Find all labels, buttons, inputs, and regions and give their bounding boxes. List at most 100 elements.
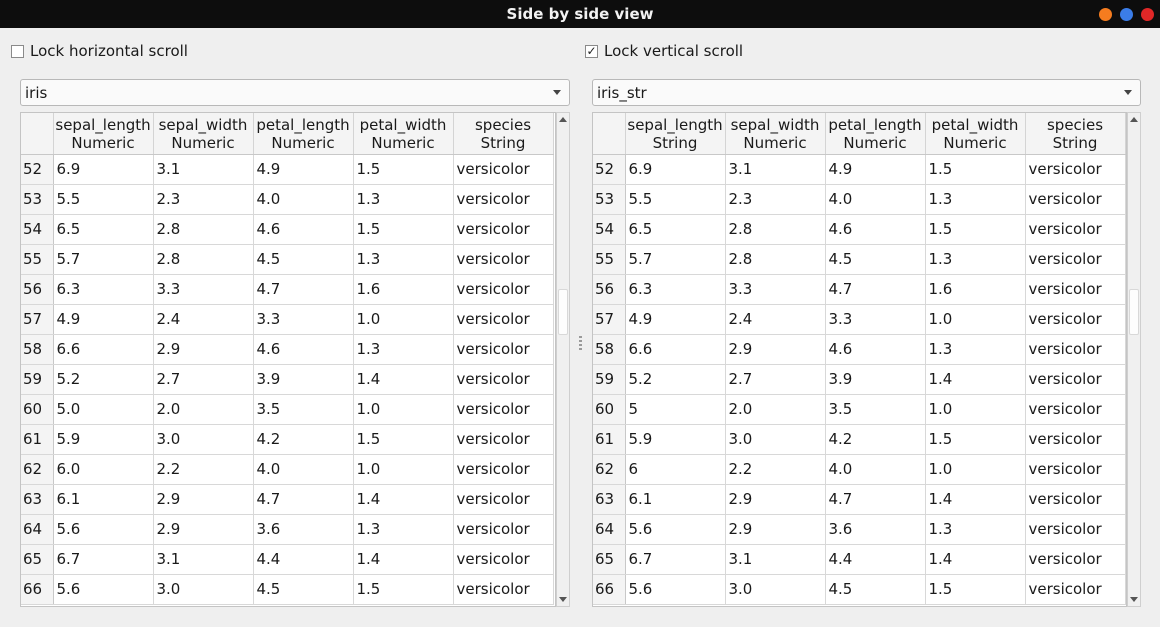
table-row[interactable]: 66 5.6 3.0 4.5 1.5 versicolor: [593, 574, 1126, 605]
table-cell[interactable]: 3.0: [725, 574, 826, 605]
table-cell[interactable]: 1.4: [353, 544, 454, 575]
table-cell[interactable]: 1.0: [353, 304, 454, 335]
table-cell[interactable]: 6.0: [53, 454, 154, 485]
scroll-thumb[interactable]: [1129, 289, 1139, 335]
maximize-button[interactable]: [1120, 8, 1133, 21]
table-cell[interactable]: 2.8: [153, 244, 254, 275]
row-header[interactable]: 59: [21, 364, 54, 395]
row-header[interactable]: 65: [593, 544, 626, 575]
left-vertical-scrollbar[interactable]: [556, 112, 570, 607]
table-cell[interactable]: 1.3: [925, 184, 1026, 215]
splitter-handle[interactable]: [579, 336, 582, 352]
table-cell[interactable]: 4.9: [53, 304, 154, 335]
row-header[interactable]: 62: [593, 454, 626, 485]
table-cell[interactable]: versicolor: [453, 154, 554, 185]
column-header-sepal_length[interactable]: sepal_length Numeric: [53, 113, 154, 155]
table-cell[interactable]: 5.7: [53, 244, 154, 275]
table-cell[interactable]: 1.3: [925, 514, 1026, 545]
table-cell[interactable]: 1.5: [353, 424, 454, 455]
table-cell[interactable]: 4.9: [625, 304, 726, 335]
table-cell[interactable]: versicolor: [1025, 214, 1126, 245]
table-cell[interactable]: versicolor: [453, 334, 554, 365]
table-cell[interactable]: 2.2: [153, 454, 254, 485]
table-cell[interactable]: 1.3: [353, 244, 454, 275]
table-cell[interactable]: 1.0: [353, 394, 454, 425]
table-row[interactable]: 59 5.2 2.7 3.9 1.4 versicolor: [21, 364, 554, 395]
table-cell[interactable]: 4.0: [253, 454, 354, 485]
table-row[interactable]: 62 6 2.2 4.0 1.0 versicolor: [593, 454, 1126, 485]
row-header[interactable]: 54: [593, 214, 626, 245]
table-cell[interactable]: 6.7: [53, 544, 154, 575]
row-header[interactable]: 65: [21, 544, 54, 575]
table-row[interactable]: 53 5.5 2.3 4.0 1.3 versicolor: [593, 184, 1126, 215]
table-cell[interactable]: 4.6: [253, 334, 354, 365]
table-cell[interactable]: 2.9: [153, 334, 254, 365]
table-cell[interactable]: 1.5: [353, 154, 454, 185]
table-row[interactable]: 57 4.9 2.4 3.3 1.0 versicolor: [21, 304, 554, 335]
left-dataset-select[interactable]: iris: [20, 79, 570, 106]
table-row[interactable]: 56 6.3 3.3 4.7 1.6 versicolor: [21, 274, 554, 305]
table-cell[interactable]: 1.5: [353, 214, 454, 245]
row-header[interactable]: 59: [593, 364, 626, 395]
row-header[interactable]: 66: [21, 574, 54, 605]
table-cell[interactable]: 2.2: [725, 454, 826, 485]
table-cell[interactable]: 3.9: [825, 364, 926, 395]
table-cell[interactable]: 4.5: [253, 574, 354, 605]
table-cell[interactable]: versicolor: [1025, 394, 1126, 425]
row-header[interactable]: 57: [593, 304, 626, 335]
table-row[interactable]: 62 6.0 2.2 4.0 1.0 versicolor: [21, 454, 554, 485]
table-cell[interactable]: versicolor: [453, 184, 554, 215]
table-cell[interactable]: versicolor: [1025, 364, 1126, 395]
table-row[interactable]: 66 5.6 3.0 4.5 1.5 versicolor: [21, 574, 554, 605]
table-cell[interactable]: versicolor: [453, 394, 554, 425]
table-cell[interactable]: 5.9: [53, 424, 154, 455]
row-header[interactable]: 64: [593, 514, 626, 545]
table-cell[interactable]: 3.0: [725, 424, 826, 455]
scroll-thumb[interactable]: [558, 289, 568, 335]
table-cell[interactable]: 3.6: [825, 514, 926, 545]
table-cell[interactable]: 4.0: [253, 184, 354, 215]
table-cell[interactable]: 2.9: [153, 514, 254, 545]
table-cell[interactable]: 6.5: [53, 214, 154, 245]
row-header[interactable]: 55: [593, 244, 626, 275]
table-cell[interactable]: 4.2: [825, 424, 926, 455]
table-cell[interactable]: 3.5: [825, 394, 926, 425]
table-cell[interactable]: versicolor: [453, 214, 554, 245]
table-cell[interactable]: 4.6: [825, 214, 926, 245]
table-cell[interactable]: 1.5: [925, 574, 1026, 605]
table-cell[interactable]: 3.9: [253, 364, 354, 395]
row-header[interactable]: 52: [593, 154, 626, 185]
left-table[interactable]: sepal_length Numeric sepal_width Numeric pet…: [20, 112, 556, 607]
table-cell[interactable]: 2.4: [153, 304, 254, 335]
table-cell[interactable]: versicolor: [1025, 274, 1126, 305]
right-table[interactable]: sepal_length String sepal_width Numeric peta…: [592, 112, 1127, 607]
table-cell[interactable]: 2.0: [153, 394, 254, 425]
table-cell[interactable]: 2.9: [725, 514, 826, 545]
table-cell[interactable]: 1.3: [353, 184, 454, 215]
table-cell[interactable]: versicolor: [453, 304, 554, 335]
table-cell[interactable]: 5.0: [53, 394, 154, 425]
table-cell[interactable]: versicolor: [453, 274, 554, 305]
table-cell[interactable]: 3.1: [725, 544, 826, 575]
row-header[interactable]: 64: [21, 514, 54, 545]
row-header[interactable]: 61: [593, 424, 626, 455]
table-row[interactable]: 65 6.7 3.1 4.4 1.4 versicolor: [593, 544, 1126, 575]
column-header-sepal_width[interactable]: sepal_width Numeric: [725, 113, 826, 155]
table-row[interactable]: 63 6.1 2.9 4.7 1.4 versicolor: [593, 484, 1126, 515]
table-cell[interactable]: 1.4: [925, 484, 1026, 515]
row-header[interactable]: 60: [21, 394, 54, 425]
table-cell[interactable]: 5.6: [625, 514, 726, 545]
table-cell[interactable]: 3.3: [153, 274, 254, 305]
table-row[interactable]: 52 6.9 3.1 4.9 1.5 versicolor: [593, 154, 1126, 185]
table-cell[interactable]: 5.9: [625, 424, 726, 455]
table-cell[interactable]: versicolor: [1025, 574, 1126, 605]
table-cell[interactable]: 6.7: [625, 544, 726, 575]
table-cell[interactable]: 4.0: [825, 184, 926, 215]
table-row[interactable]: 53 5.5 2.3 4.0 1.3 versicolor: [21, 184, 554, 215]
table-cell[interactable]: 6.1: [53, 484, 154, 515]
table-cell[interactable]: versicolor: [453, 244, 554, 275]
scroll-up-icon[interactable]: [1130, 117, 1138, 122]
row-header[interactable]: 53: [593, 184, 626, 215]
table-cell[interactable]: 1.3: [925, 334, 1026, 365]
table-cell[interactable]: 2.8: [725, 244, 826, 275]
